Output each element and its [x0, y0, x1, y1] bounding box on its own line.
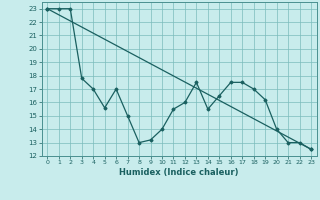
- X-axis label: Humidex (Indice chaleur): Humidex (Indice chaleur): [119, 168, 239, 177]
